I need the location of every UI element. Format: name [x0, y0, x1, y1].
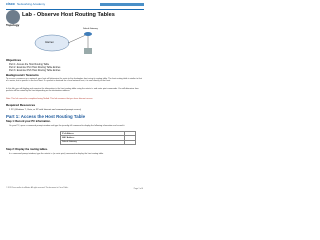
node-label: Internet	[45, 40, 54, 44]
note: Note: This lab cannot be completed using…	[6, 98, 93, 100]
heading: Topology	[6, 23, 20, 27]
academy: Networking Academy	[17, 2, 46, 7]
paragraph: To access a resource on a network, your …	[6, 78, 142, 83]
paragraph: In this lab, you will display and examin…	[6, 88, 139, 93]
title: Lab - Observe Host Routing Tables	[22, 12, 115, 18]
footer-text: © 2013 Cisco and/or its affiliates. All …	[6, 187, 69, 189]
objective: Part 3: Examine IPv6 Host Routing Table …	[9, 68, 61, 72]
header-rule	[6, 9, 144, 10]
header-tab	[100, 3, 144, 6]
step-heading: Step 1: Record your PC information.	[6, 119, 51, 123]
resource: 1 PC (Windows 7, Vista, or XP with Inter…	[9, 108, 82, 111]
step-heading: Step 2: Display the routing tables.	[6, 148, 48, 151]
part-heading: Part 1: Access the Host Routing Table	[6, 114, 86, 119]
node-label: Default Gateway	[83, 28, 98, 30]
page: cisco Networking Academy Lab - Observe H…	[0, 0, 149, 198]
info-table: IPv4 Address MAC Address Default Gateway	[59, 130, 136, 146]
cell	[124, 139, 136, 146]
icon	[6, 10, 20, 24]
heading: Objectives	[6, 58, 22, 62]
page-number: Page 1 of 6	[133, 188, 143, 190]
paragraph: On your PC, open a command prompt window…	[9, 124, 125, 127]
heading: Required Resources	[6, 103, 36, 107]
paragraph: In a command prompt window, type the net…	[9, 153, 104, 155]
objective: Part 1: Access the Host Routing Table	[9, 62, 50, 66]
heading: Background / Scenario	[6, 73, 39, 77]
objective: Part 2: Examine IPv4 Host Routing Table …	[9, 65, 61, 69]
brand: cisco	[6, 2, 15, 6]
topology-diagram	[34, 32, 92, 54]
cell: Default Gateway	[59, 139, 126, 146]
